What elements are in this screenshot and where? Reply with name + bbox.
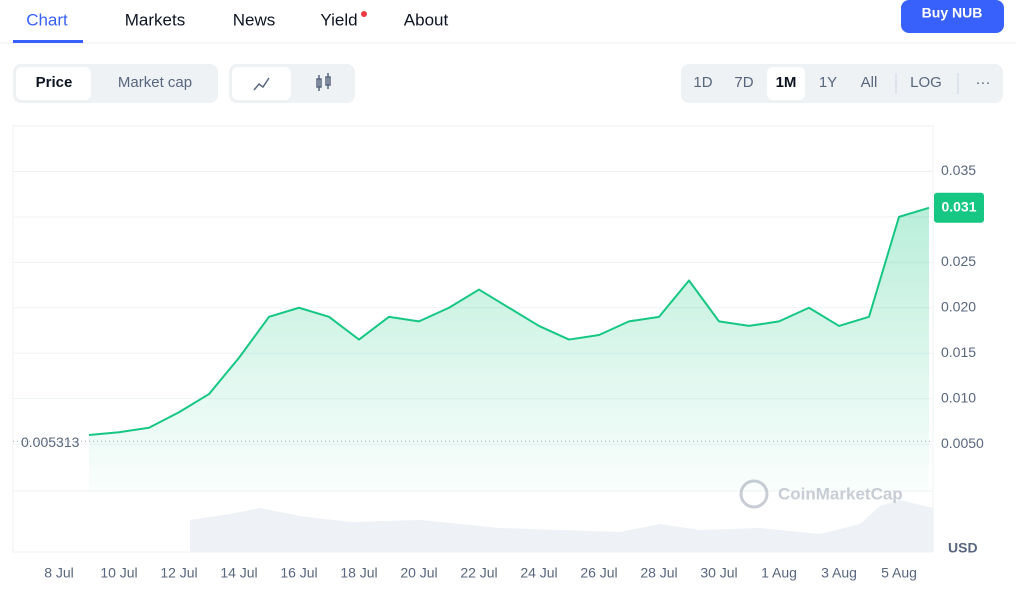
x-tick-label: 10 Jul	[100, 565, 137, 581]
range-button[interactable]: All	[861, 74, 878, 91]
metric-tab[interactable]: Price	[36, 74, 73, 91]
x-tick-label: 26 Jul	[580, 565, 617, 581]
x-tick-label: 24 Jul	[520, 565, 557, 581]
range-button[interactable]: 1D	[693, 74, 712, 91]
currency-label: USD	[948, 540, 978, 556]
range-button[interactable]: 1Y	[819, 74, 837, 91]
price-line	[88, 206, 930, 436]
nav-tab[interactable]: Markets	[125, 10, 185, 29]
y-tick-label: 0.010	[941, 389, 976, 405]
y-tick-label: 0.025	[941, 253, 976, 269]
nav-tab[interactable]: News	[233, 10, 276, 29]
x-tick-label: 16 Jul	[280, 565, 317, 581]
x-tick-label: 8 Jul	[44, 565, 74, 581]
buy-button[interactable]	[901, 0, 1004, 33]
metric-active[interactable]	[16, 67, 91, 100]
candle-icon[interactable]	[316, 73, 331, 91]
x-tick-label: 22 Jul	[460, 565, 497, 581]
x-tick-label: 12 Jul	[160, 565, 197, 581]
x-tick-label: 1 Aug	[761, 565, 797, 581]
line-type-button[interactable]	[232, 67, 291, 100]
more-button[interactable]: ···	[976, 74, 991, 91]
current-price-label: 0.031	[941, 198, 976, 214]
y-tick-label: 0.015	[941, 344, 976, 360]
range-toggle	[681, 64, 1003, 103]
y-tick-label: 0.035	[941, 162, 976, 178]
x-tick-label: 28 Jul	[640, 565, 677, 581]
x-tick-label: 20 Jul	[400, 565, 437, 581]
x-tick-label: 5 Aug	[881, 565, 917, 581]
nav-tab[interactable]: Chart	[26, 10, 68, 29]
x-tick-label: 30 Jul	[700, 565, 737, 581]
x-tick-label: 14 Jul	[220, 565, 257, 581]
line-icon	[253, 77, 270, 91]
range-button[interactable]: 7D	[734, 74, 753, 91]
volume-area	[190, 500, 933, 552]
nav-tab[interactable]: About	[404, 10, 449, 29]
price-area	[89, 207, 929, 491]
current-price-badge	[934, 192, 984, 223]
open-price-label: 0.005313	[21, 434, 80, 450]
x-tick-label: 18 Jul	[340, 565, 377, 581]
buy-button-label: Buy NUB	[922, 5, 983, 21]
x-tick-label: 3 Aug	[821, 565, 857, 581]
range-button[interactable]: 1M	[776, 74, 797, 91]
new-dot	[361, 11, 367, 17]
range-button[interactable]: LOG	[910, 74, 942, 91]
y-tick-label: 0.020	[941, 298, 976, 314]
range-active	[767, 67, 805, 100]
metric-tab[interactable]: Market cap	[118, 74, 192, 91]
nav-tab[interactable]: Yield	[320, 10, 357, 29]
y-tick-label: 0.0050	[941, 435, 984, 451]
